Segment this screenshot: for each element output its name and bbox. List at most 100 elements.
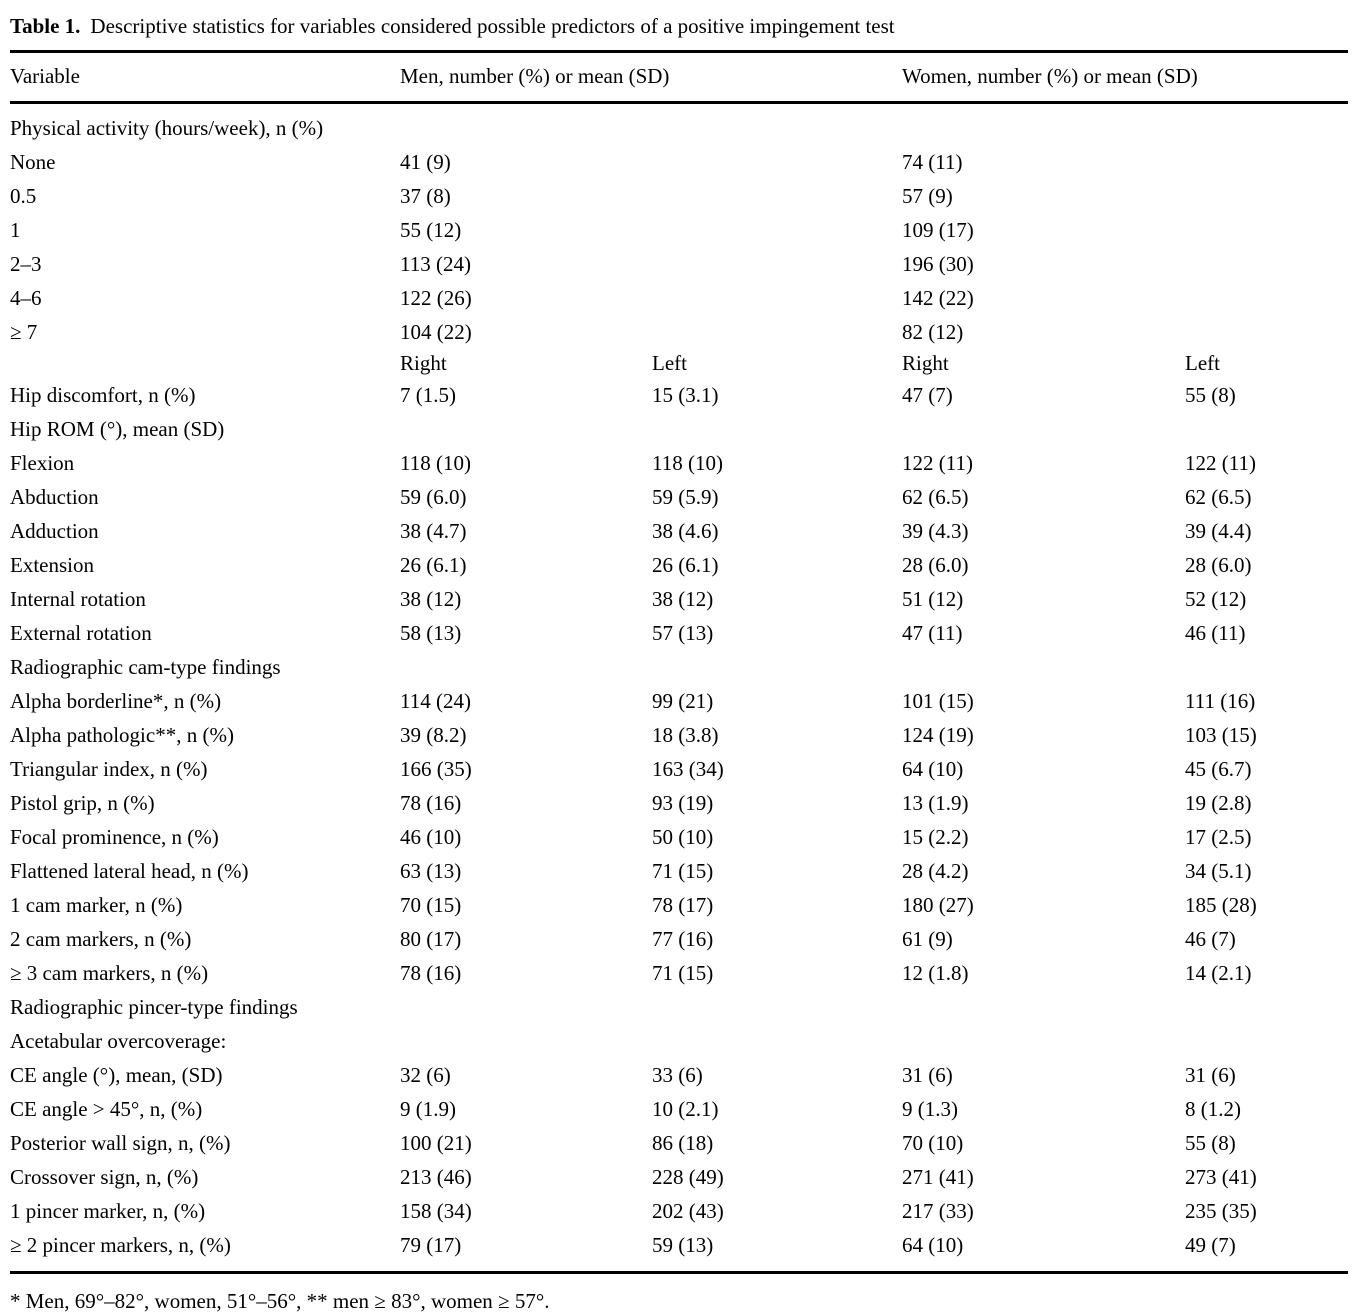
table-row: Alpha pathologic**, n (%) 39 (8.2) 18 (3.8… <box>10 718 1348 752</box>
cell-value: 122 (11) <box>1185 451 1256 475</box>
table-row: 4–6 122 (26) 142 (22) <box>10 281 1348 315</box>
row-label: 1 <box>10 218 21 242</box>
cell-value: 228 (49) <box>652 1165 724 1189</box>
cell-value <box>902 412 1185 446</box>
cell-value: 19 (2.8) <box>1185 791 1252 815</box>
table-row: 1 cam marker, n (%) 70 (15) 78 (17) 180 (27… <box>10 888 1348 922</box>
cell-value: 38 (12) <box>400 587 462 611</box>
row-label: Hip ROM (°), mean (SD) <box>10 417 225 441</box>
table-row: ≥ 7 104 (22) 82 (12) <box>10 315 1348 349</box>
cell-value: 13 (1.9) <box>902 791 969 815</box>
cell-value <box>1185 990 1348 1024</box>
table-row: Posterior wall sign, n, (%) 100 (21) 86 (1… <box>10 1126 1348 1160</box>
cell-value <box>652 179 902 213</box>
table-number: Table 1. <box>10 14 81 38</box>
cell-value: 59 (13) <box>652 1233 714 1257</box>
cell-value: 18 (3.8) <box>652 723 719 747</box>
row-label: 2 cam markers, n (%) <box>10 927 192 951</box>
table-row: Abduction 59 (6.0) 59 (5.9) 62 (6.5) 62 (6.5… <box>10 480 1348 514</box>
cell-value: 142 (22) <box>902 286 974 310</box>
cell-value: 99 (21) <box>652 689 714 713</box>
cell-value: 163 (34) <box>652 757 724 781</box>
cell-value: Left <box>1185 351 1220 375</box>
cell-value: 71 (15) <box>652 961 714 985</box>
table-row: ≥ 3 cam markers, n (%) 78 (16) 71 (15) 12 (… <box>10 956 1348 990</box>
table-row: 2–3 113 (24) 196 (30) <box>10 247 1348 281</box>
row-label: Flattened lateral head, n (%) <box>10 859 249 883</box>
table-body: Physical activity (hours/week), n (%) Non… <box>10 103 1348 1272</box>
cell-value <box>902 990 1185 1024</box>
cell-value: 51 (12) <box>902 587 964 611</box>
cell-value <box>652 145 902 179</box>
cell-value: 39 (4.4) <box>1185 519 1252 543</box>
cell-value <box>902 103 1185 146</box>
table-row: Adduction 38 (4.7) 38 (4.6) 39 (4.3) 39 (4.4… <box>10 514 1348 548</box>
row-label <box>10 349 400 378</box>
row-label: Triangular index, n (%) <box>10 757 208 781</box>
cell-value <box>1185 179 1348 213</box>
cell-value: 185 (28) <box>1185 893 1257 917</box>
section-row: Acetabular overcoverage: <box>10 1024 1348 1058</box>
cell-value: 38 (12) <box>652 587 714 611</box>
cell-value: 28 (4.2) <box>902 859 969 883</box>
table-caption: Descriptive statistics for variables con… <box>90 14 895 38</box>
cell-value: 104 (22) <box>400 320 472 344</box>
row-label: 2–3 <box>10 252 42 276</box>
cell-value: 61 (9) <box>902 927 953 951</box>
table-row: Focal prominence, n (%) 46 (10) 50 (10) 15 … <box>10 820 1348 854</box>
cell-value: 8 (1.2) <box>1185 1097 1242 1121</box>
row-label: CE angle (°), mean, (SD) <box>10 1063 223 1087</box>
row-label: Acetabular overcoverage: <box>10 1029 227 1053</box>
cell-value <box>1185 213 1348 247</box>
cell-value: 45 (6.7) <box>1185 757 1252 781</box>
section-row: Radiographic cam-type findings <box>10 650 1348 684</box>
cell-value: 103 (15) <box>1185 723 1257 747</box>
cell-value: 38 (4.7) <box>400 519 467 543</box>
cell-value: 7 (1.5) <box>400 383 456 407</box>
row-label: 1 pincer marker, n, (%) <box>10 1199 206 1223</box>
cell-value <box>1185 247 1348 281</box>
cell-value <box>652 650 902 684</box>
table-row: Crossover sign, n, (%) 213 (46) 228 (49) 27… <box>10 1160 1348 1194</box>
row-label: Alpha borderline*, n (%) <box>10 689 222 713</box>
cell-value: 41 (9) <box>400 150 451 174</box>
row-label: Hip discomfort, n (%) <box>10 383 196 407</box>
cell-value: 26 (6.1) <box>400 553 467 577</box>
cell-value <box>1185 103 1348 146</box>
row-label: 1 cam marker, n (%) <box>10 893 183 917</box>
cell-value: 32 (6) <box>400 1063 451 1087</box>
table-row: Alpha borderline*, n (%) 114 (24) 99 (21) 1… <box>10 684 1348 718</box>
table-row: Extension 26 (6.1) 26 (6.1) 28 (6.0) 28 (6.0… <box>10 548 1348 582</box>
cell-value: 235 (35) <box>1185 1199 1257 1223</box>
cell-value <box>1185 315 1348 349</box>
table-row: 1 pincer marker, n, (%) 158 (34) 202 (43) 2… <box>10 1194 1348 1228</box>
cell-value: 118 (10) <box>400 451 471 475</box>
cell-value: 64 (10) <box>902 757 964 781</box>
cell-value: 62 (6.5) <box>902 485 969 509</box>
cell-value: 26 (6.1) <box>652 553 719 577</box>
cell-value: 202 (43) <box>652 1199 724 1223</box>
cell-value: 55 (8) <box>1185 383 1236 407</box>
bottom-rule <box>10 1271 1348 1274</box>
cell-value: 158 (34) <box>400 1199 472 1223</box>
cell-value: 71 (15) <box>652 859 714 883</box>
cell-value: 28 (6.0) <box>902 553 969 577</box>
cell-value: Left <box>652 351 687 375</box>
cell-value: 101 (15) <box>902 689 974 713</box>
cell-value: 74 (11) <box>902 150 963 174</box>
table-row: Pistol grip, n (%) 78 (16) 93 (19) 13 (1.9)… <box>10 786 1348 820</box>
row-label: Alpha pathologic**, n (%) <box>10 723 234 747</box>
cell-value: 217 (33) <box>902 1199 974 1223</box>
row-label: Crossover sign, n, (%) <box>10 1165 199 1189</box>
cell-value <box>400 412 652 446</box>
table-row: External rotation 58 (13) 57 (13) 47 (11) 46… <box>10 616 1348 650</box>
cell-value <box>1185 1024 1348 1058</box>
section-row: Physical activity (hours/week), n (%) <box>10 103 1348 146</box>
row-label: Physical activity (hours/week), n (%) <box>10 116 324 140</box>
cell-value: 122 (11) <box>902 451 973 475</box>
table-row: 1 55 (12) 109 (17) <box>10 213 1348 247</box>
cell-value: 100 (21) <box>400 1131 472 1155</box>
cell-value: 38 (4.6) <box>652 519 719 543</box>
cell-value: 55 (12) <box>400 218 462 242</box>
row-label: Internal rotation <box>10 587 146 611</box>
